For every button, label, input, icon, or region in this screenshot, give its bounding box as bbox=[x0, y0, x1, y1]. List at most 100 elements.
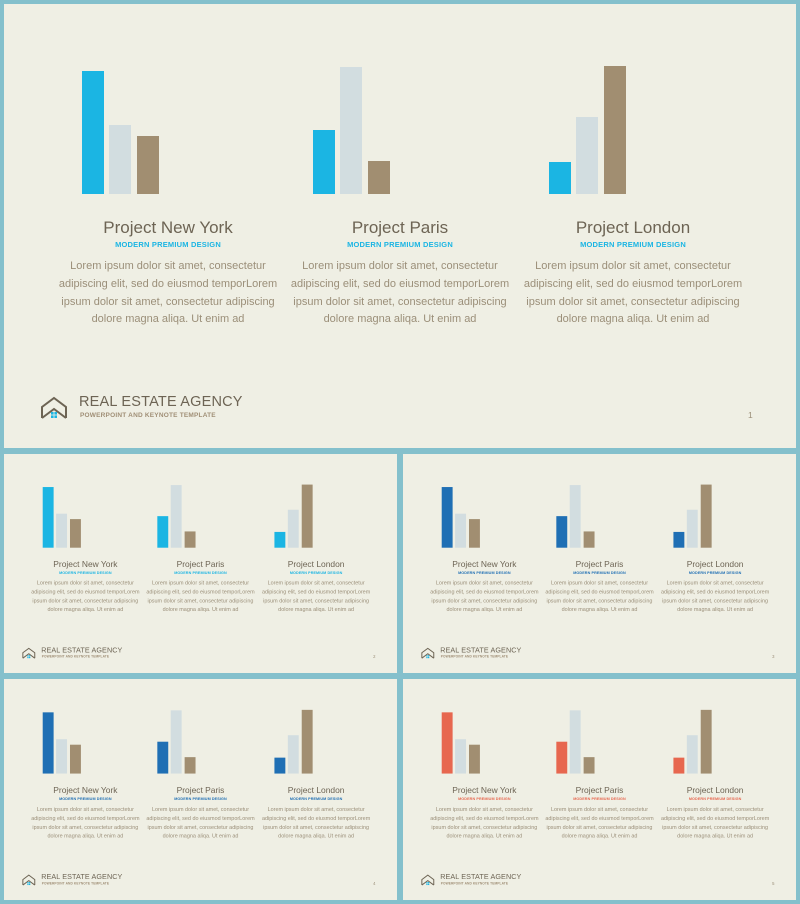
project-subtitle: MODERN PREMIUM DESIGN bbox=[289, 796, 343, 801]
project-description: Lorem ipsum dolor sit amet, consectetur … bbox=[261, 806, 371, 839]
house-roof-icon bbox=[41, 396, 67, 419]
bar-1 bbox=[556, 516, 568, 548]
bar-3 bbox=[301, 709, 313, 774]
page-number: 2 bbox=[373, 654, 376, 660]
bar-2 bbox=[455, 739, 467, 774]
project-subtitle: MODERN PREMIUM DESIGN bbox=[580, 240, 686, 249]
slide-2-thumbnail[interactable]: Project New York MODERN PREMIUM DESIGN L… bbox=[4, 454, 397, 673]
bar-1 bbox=[441, 487, 453, 548]
project-description: Lorem ipsum dolor sit amet, consectetur … bbox=[523, 260, 743, 326]
bar-3 bbox=[301, 484, 313, 548]
agency-tagline: POWERPOINT AND KEYNOTE TEMPLATE bbox=[41, 882, 110, 886]
bar-1 bbox=[157, 741, 169, 774]
slide-content: Project New York MODERN PREMIUM DESIGN L… bbox=[403, 679, 796, 900]
project-title: Project New York bbox=[103, 218, 233, 237]
house-roof-icon bbox=[421, 874, 435, 886]
house-roof-icon bbox=[22, 874, 36, 886]
project-description: Lorem ipsum dolor sit amet, consectetur … bbox=[261, 580, 371, 613]
project-card: Project New York MODERN PREMIUM DESIGN L… bbox=[48, 4, 288, 448]
bar-3 bbox=[368, 161, 390, 194]
bar-1 bbox=[441, 712, 453, 774]
project-title: Project Paris bbox=[575, 785, 624, 795]
project-description: Lorem ipsum dolor sit amet, consectetur … bbox=[58, 260, 278, 326]
bar-2 bbox=[569, 710, 581, 774]
project-title: Project London bbox=[686, 559, 744, 569]
bar-2 bbox=[287, 735, 299, 774]
project-description: Lorem ipsum dolor sit amet, consectetur … bbox=[146, 806, 255, 839]
bar-1 bbox=[157, 516, 169, 548]
bar-2 bbox=[109, 125, 131, 194]
project-card: Project London MODERN PREMIUM DESIGN Lor… bbox=[257, 454, 376, 673]
project-description: Lorem ipsum dolor sit amet, consectetur … bbox=[31, 806, 140, 839]
house-roof-icon bbox=[22, 647, 36, 659]
project-subtitle: MODERN PREMIUM DESIGN bbox=[573, 570, 626, 575]
project-card: Project London MODERN PREMIUM DESIGN Lor… bbox=[257, 679, 376, 900]
bar-3 bbox=[583, 531, 595, 548]
project-title: Project New York bbox=[53, 785, 118, 795]
bar-3 bbox=[137, 136, 159, 194]
project-card: Project New York MODERN PREMIUM DESIGN L… bbox=[26, 679, 145, 900]
project-description: Lorem ipsum dolor sit amet, consectetur … bbox=[430, 580, 539, 613]
project-card: Project Paris MODERN PREMIUM DESIGN Lore… bbox=[141, 679, 260, 900]
project-subtitle: MODERN PREMIUM DESIGN bbox=[688, 796, 742, 801]
project-title: Project New York bbox=[452, 785, 517, 795]
slide-content: Project New York MODERN PREMIUM DESIGN L… bbox=[403, 454, 796, 673]
project-card: Project Paris MODERN PREMIUM DESIGN Lore… bbox=[540, 454, 659, 673]
project-title: Project Paris bbox=[351, 218, 449, 237]
page-number: 1 bbox=[748, 410, 753, 420]
project-description: Lorem ipsum dolor sit amet, consectetur … bbox=[660, 806, 770, 839]
page-number: 3 bbox=[772, 654, 775, 660]
bar-1 bbox=[274, 757, 286, 774]
slide-content: Project New York MODERN PREMIUM DESIGN L… bbox=[4, 454, 397, 673]
slide-4-thumbnail[interactable]: Project New York MODERN PREMIUM DESIGN L… bbox=[4, 679, 397, 900]
project-subtitle: MODERN PREMIUM DESIGN bbox=[174, 796, 227, 801]
slide-3-thumbnail[interactable]: Project New York MODERN PREMIUM DESIGN L… bbox=[403, 454, 796, 673]
slide-1[interactable]: Project New York MODERN PREMIUM DESIGN L… bbox=[4, 4, 796, 448]
project-subtitle: MODERN PREMIUM DESIGN bbox=[59, 796, 112, 801]
project-title: Project London bbox=[287, 559, 345, 569]
project-title: Project London bbox=[287, 785, 345, 795]
agency-name: REAL ESTATE AGENCY bbox=[440, 646, 522, 655]
project-title: Project Paris bbox=[176, 559, 225, 569]
agency-name: REAL ESTATE AGENCY bbox=[41, 873, 123, 882]
bar-3 bbox=[700, 484, 712, 548]
project-title: Project New York bbox=[452, 559, 517, 569]
bar-2 bbox=[686, 735, 698, 774]
agency-name: REAL ESTATE AGENCY bbox=[440, 873, 522, 882]
agency-tagline: POWERPOINT AND KEYNOTE TEMPLATE bbox=[41, 655, 110, 659]
slide-5-thumbnail[interactable]: Project New York MODERN PREMIUM DESIGN L… bbox=[403, 679, 796, 900]
agency-name: REAL ESTATE AGENCY bbox=[79, 394, 243, 410]
bar-3 bbox=[468, 519, 480, 548]
project-card: Project New York MODERN PREMIUM DESIGN L… bbox=[425, 454, 544, 673]
bar-1 bbox=[313, 130, 335, 194]
project-description: Lorem ipsum dolor sit amet, consectetur … bbox=[31, 580, 140, 613]
project-subtitle: MODERN PREMIUM DESIGN bbox=[458, 570, 511, 575]
agency-tagline: POWERPOINT AND KEYNOTE TEMPLATE bbox=[440, 882, 509, 886]
project-subtitle: MODERN PREMIUM DESIGN bbox=[59, 570, 112, 575]
project-card: Project Paris MODERN PREMIUM DESIGN Lore… bbox=[540, 679, 659, 900]
project-subtitle: MODERN PREMIUM DESIGN bbox=[573, 796, 626, 801]
bar-3 bbox=[700, 709, 712, 774]
bar-1 bbox=[673, 757, 685, 774]
project-card: Project Paris MODERN PREMIUM DESIGN Lore… bbox=[141, 454, 260, 673]
bar-1 bbox=[274, 531, 286, 548]
project-subtitle: MODERN PREMIUM DESIGN bbox=[289, 570, 343, 575]
bar-2 bbox=[455, 513, 467, 548]
bar-2 bbox=[569, 485, 581, 548]
bar-2 bbox=[56, 739, 68, 774]
project-description: Lorem ipsum dolor sit amet, consectetur … bbox=[545, 806, 654, 839]
project-description: Lorem ipsum dolor sit amet, consectetur … bbox=[290, 260, 510, 326]
project-card: Project London MODERN PREMIUM DESIGN Lor… bbox=[656, 454, 775, 673]
slide-content: Project New York MODERN PREMIUM DESIGN L… bbox=[4, 679, 397, 900]
bar-2 bbox=[340, 67, 362, 194]
project-description: Lorem ipsum dolor sit amet, consectetur … bbox=[545, 580, 654, 613]
bar-3 bbox=[604, 66, 626, 194]
project-subtitle: MODERN PREMIUM DESIGN bbox=[458, 796, 511, 801]
project-title: Project Paris bbox=[575, 559, 624, 569]
bar-2 bbox=[56, 513, 68, 548]
bar-1 bbox=[549, 162, 571, 194]
bar-1 bbox=[673, 531, 685, 548]
project-subtitle: MODERN PREMIUM DESIGN bbox=[347, 240, 453, 249]
bar-2 bbox=[287, 509, 299, 548]
project-subtitle: MODERN PREMIUM DESIGN bbox=[174, 570, 227, 575]
